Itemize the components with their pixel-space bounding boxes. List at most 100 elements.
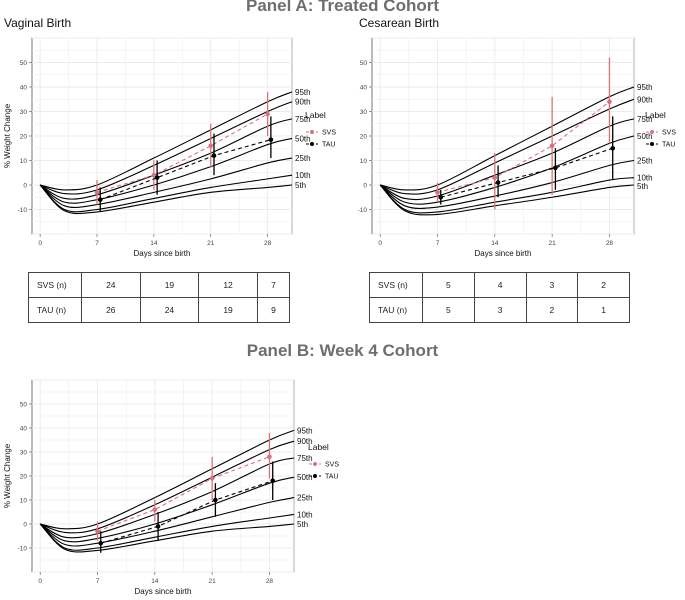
- data-point: [610, 145, 616, 151]
- x-tick-label: 14: [150, 240, 158, 247]
- y-axis-title: % Weight Change: [3, 443, 12, 508]
- data-point: [492, 175, 498, 180]
- percentile-label-75th: 75th: [637, 115, 653, 124]
- percentile-label-90th: 90th: [637, 95, 653, 104]
- legend-label-tau: TAU: [662, 142, 675, 149]
- y-tick-label: 30: [20, 109, 28, 116]
- percentile-label-95th: 95th: [297, 426, 313, 435]
- data-point: [270, 478, 276, 484]
- data-point: [211, 153, 217, 158]
- y-tick-label: 10: [360, 158, 368, 165]
- percentile-label-95th: 95th: [637, 83, 653, 92]
- table-cell: 3: [525, 272, 579, 298]
- percentile-label-90th: 90th: [295, 98, 311, 107]
- y-tick-label: 50: [20, 60, 28, 67]
- data-point: [267, 454, 272, 460]
- data-point: [268, 137, 274, 142]
- table-cell: 9: [256, 297, 291, 323]
- table-cell: 12: [198, 272, 258, 298]
- table-cell: 5: [422, 297, 475, 323]
- table-row: SVS (n) 24 19 12 7: [28, 272, 291, 298]
- table-cell: 19: [198, 297, 258, 323]
- table-cell: 4: [473, 272, 527, 298]
- y-tick-label: -10: [358, 207, 368, 214]
- data-point: [151, 172, 157, 178]
- percentile-curve-10th: [39, 513, 295, 551]
- data-point: [152, 507, 158, 512]
- percentile-label-25th: 25th: [295, 154, 311, 163]
- table-row: SVS (n) 5 4 3 2: [369, 272, 630, 298]
- data-point: [553, 165, 558, 171]
- gridlines: [32, 37, 293, 235]
- percentile-label-75th: 75th: [295, 115, 311, 124]
- series-svs: [435, 57, 612, 210]
- data-point: [209, 476, 215, 481]
- percentile-label-95th: 95th: [295, 88, 311, 97]
- series-line: [100, 139, 272, 201]
- x-tick-label: 21: [549, 240, 557, 247]
- y-tick-label: 20: [20, 474, 28, 481]
- series-line: [97, 456, 270, 532]
- x-tick-label: 0: [38, 578, 42, 585]
- table-cell: 24: [81, 272, 141, 298]
- y-tick-label: 50: [20, 402, 28, 409]
- y-tick-label: 0: [23, 522, 27, 529]
- cesarean-birth-title: Cesarean Birth: [359, 16, 440, 30]
- percentile-curve-25th: [39, 157, 293, 209]
- x-tick-label: 7: [96, 578, 100, 585]
- percentile-label-25th: 25th: [297, 494, 313, 503]
- percentile-curve-5th: [39, 523, 295, 553]
- y-tick-label: 20: [20, 134, 28, 141]
- vaginal-birth-title: Vaginal Birth: [4, 16, 72, 30]
- legend-title: Label: [305, 110, 326, 120]
- table-cell: 19: [139, 272, 200, 298]
- data-point: [98, 540, 104, 546]
- legend-title: Label: [645, 110, 666, 120]
- table-cell: 26: [81, 297, 141, 323]
- percentile-curve-25th: [39, 497, 295, 547]
- y-axis-title: % Weight Change: [3, 103, 12, 168]
- table-cell: 7: [256, 272, 291, 298]
- percentile-label-10th: 10th: [637, 174, 653, 183]
- data-point: [495, 180, 501, 185]
- panel-a-title: Panel A: Treated Cohort: [245, 0, 439, 15]
- percentile-label-25th: 25th: [637, 157, 653, 166]
- percentile-curve-50th: [39, 476, 295, 543]
- series-line: [437, 101, 610, 193]
- sample-size-table-vaginal: SVS (n) 24 19 12 7 TAU (n) 26 24 19 9: [28, 272, 291, 323]
- x-tick-label: 14: [491, 240, 499, 247]
- table-row-label: TAU (n): [28, 297, 82, 323]
- data-point: [549, 143, 555, 149]
- table-cell: 3: [473, 297, 527, 323]
- y-tick-label: 40: [20, 85, 28, 92]
- table-row-label: TAU (n): [369, 297, 423, 323]
- x-tick-label: 7: [436, 240, 440, 247]
- legend-marker-svs: [310, 130, 314, 134]
- y-tick-label: 10: [20, 158, 28, 165]
- percentile-curve-10th: [39, 174, 293, 213]
- percentile-label-5th: 5th: [295, 181, 306, 190]
- y-tick-label: 50: [360, 60, 368, 67]
- table-cell: 1: [577, 297, 630, 323]
- data-point: [607, 99, 612, 104]
- series-svs: [95, 432, 272, 541]
- data-point: [213, 497, 218, 503]
- legend-label-svs: SVS: [662, 130, 676, 137]
- sample-size-table-cesarean: SVS (n) 5 4 3 2 TAU (n) 5 3 2 1: [369, 272, 630, 323]
- percentile-label-75th: 75th: [297, 454, 313, 463]
- percentile-curve-5th: [39, 184, 293, 215]
- data-point: [154, 175, 160, 180]
- legend-marker-svs: [650, 130, 654, 134]
- y-tick-label: -10: [18, 546, 28, 553]
- panel-b-title: Panel B: Week 4 Cohort: [246, 341, 439, 360]
- data-point: [208, 143, 214, 149]
- percentile-label-10th: 10th: [295, 171, 311, 180]
- x-tick-label: 21: [209, 578, 217, 585]
- chart-week4-cohort: -10 0 10 20 30 40 50 0 7 14 21 28 Days since birth % …: [3, 379, 339, 596]
- x-tick-label: 28: [264, 240, 272, 247]
- y-tick-label: 30: [20, 450, 28, 457]
- table-row-label: SVS (n): [369, 272, 423, 298]
- x-axis-title: Days since birth: [475, 249, 532, 258]
- legend-marker-svs: [313, 462, 317, 466]
- table-row-label: SVS (n): [28, 272, 82, 298]
